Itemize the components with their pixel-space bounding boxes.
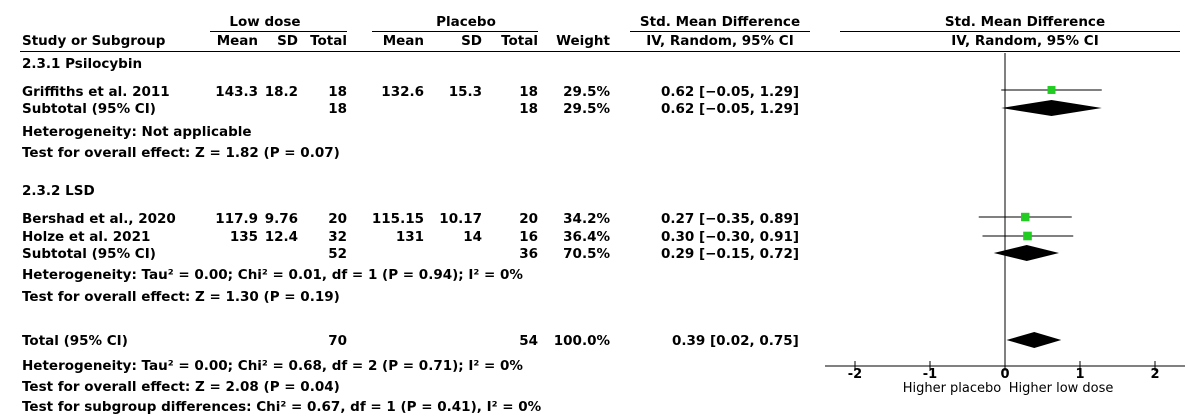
- col-sd2: SD: [461, 33, 482, 49]
- study-name: Griffiths et al. 2011: [22, 84, 170, 100]
- total1: 18: [328, 84, 347, 100]
- group-title: 2.3.2 LSD: [22, 183, 95, 199]
- subtotal-weight: 70.5%: [563, 246, 610, 262]
- weight: 36.4%: [563, 229, 610, 245]
- x-axis-label-left: Higher placebo: [903, 381, 1002, 396]
- plot-title: Std. Mean Difference: [944, 14, 1106, 30]
- x-tick-label: -2: [848, 367, 862, 382]
- mean2: 131: [395, 229, 424, 245]
- sd2: 10.17: [439, 211, 482, 227]
- x-tick-label: 1: [1075, 367, 1084, 382]
- col-mean1: Mean: [216, 33, 258, 49]
- mean1: 117.9: [215, 211, 258, 227]
- subtotal-ci: 0.29 [−0.15, 0.72]: [661, 246, 800, 262]
- effect-ci: 0.27 [−0.35, 0.89]: [661, 211, 800, 227]
- col-weight: Weight: [556, 33, 610, 49]
- overall-effect-text: Test for overall effect: Z = 1.82 (P = 0…: [22, 145, 340, 161]
- group2-rule: [372, 31, 538, 32]
- group1-rule: [210, 31, 347, 32]
- mean2: 115.15: [371, 211, 424, 227]
- group-title: 2.3.1 Psilocybin: [22, 56, 143, 72]
- study-name: Holze et al. 2021: [22, 229, 151, 245]
- subtotal-label: Subtotal (95% CI): [22, 246, 156, 262]
- col-smd-method: IV, Random, 95% CI: [646, 33, 794, 49]
- weight: 34.2%: [563, 211, 610, 227]
- weight: 29.5%: [563, 84, 610, 100]
- total1: 20: [328, 211, 347, 227]
- subtotal-total2: 36: [519, 246, 538, 262]
- subtotal-total2: 18: [519, 101, 538, 117]
- subtotal-label: Subtotal (95% CI): [22, 101, 156, 117]
- sd2: 15.3: [448, 84, 482, 100]
- total2: 18: [519, 84, 538, 100]
- overall-effect-text: Test for overall effect: Z = 1.30 (P = 0…: [22, 289, 340, 305]
- x-tick-label: 2: [1150, 367, 1159, 382]
- study-marker-griffiths: [1047, 86, 1056, 94]
- plot-title-rule: [840, 31, 1180, 32]
- subtotal-ci: 0.62 [−0.05, 1.29]: [661, 101, 800, 117]
- plot-method: IV, Random, 95% CI: [951, 33, 1099, 49]
- total2: 16: [519, 229, 538, 245]
- study-marker-bershad: [1021, 212, 1030, 222]
- sd1: 12.4: [264, 229, 298, 245]
- sd1: 18.2: [264, 84, 298, 100]
- study-name: Bershad et al., 2020: [22, 211, 176, 227]
- total1: 32: [328, 229, 347, 245]
- total-weight: 100.0%: [553, 333, 610, 349]
- col-study: Study or Subgroup: [22, 33, 166, 49]
- effect-ci: 0.62 [−0.05, 1.29]: [661, 84, 800, 100]
- mean1: 135: [229, 229, 258, 245]
- group2-header: Placebo: [436, 14, 496, 30]
- total-label: Total (95% CI): [22, 333, 128, 349]
- sd1: 9.76: [264, 211, 298, 227]
- col-sd1: SD: [277, 33, 298, 49]
- mean2: 132.6: [381, 84, 424, 100]
- subtotal-weight: 29.5%: [563, 101, 610, 117]
- total-ci: 0.39 [0.02, 0.75]: [672, 333, 799, 349]
- x-tick-label: 0: [1000, 367, 1009, 382]
- col-total2: Total: [501, 33, 538, 49]
- sd2: 14: [463, 229, 482, 245]
- subtotal-diamond-lsd: [993, 245, 1059, 261]
- total-total1: 70: [328, 333, 347, 349]
- subtotal-total1: 18: [328, 101, 347, 117]
- subtotal-total1: 52: [328, 246, 347, 262]
- col-total1: Total: [310, 33, 347, 49]
- group1-header: Low dose: [229, 14, 301, 30]
- smd-rule: [630, 31, 810, 32]
- total-total2: 54: [519, 333, 538, 349]
- mean1: 143.3: [215, 84, 258, 100]
- study-marker-holze: [1023, 231, 1032, 241]
- total-diamond: [1006, 332, 1062, 348]
- header-rule: [20, 51, 1180, 52]
- x-axis-label-right: Higher low dose: [1009, 381, 1114, 396]
- footer-heterogeneity: Heterogeneity: Tau² = 0.00; Chi² = 0.68,…: [22, 358, 523, 374]
- col-mean2: Mean: [382, 33, 424, 49]
- x-tick-label: -1: [923, 367, 937, 382]
- footer-overall-effect: Test for overall effect: Z = 2.08 (P = 0…: [22, 379, 340, 395]
- total2: 20: [519, 211, 538, 227]
- heterogeneity-text: Heterogeneity: Not applicable: [22, 124, 252, 140]
- effect-ci: 0.30 [−0.30, 0.91]: [661, 229, 800, 245]
- heterogeneity-text: Heterogeneity: Tau² = 0.00; Chi² = 0.01,…: [22, 267, 523, 283]
- subtotal-diamond-psilocybin: [1001, 100, 1102, 116]
- footer-subgroup-differences: Test for subgroup differences: Chi² = 0.…: [22, 399, 542, 415]
- smd-title: Std. Mean Difference: [639, 14, 801, 30]
